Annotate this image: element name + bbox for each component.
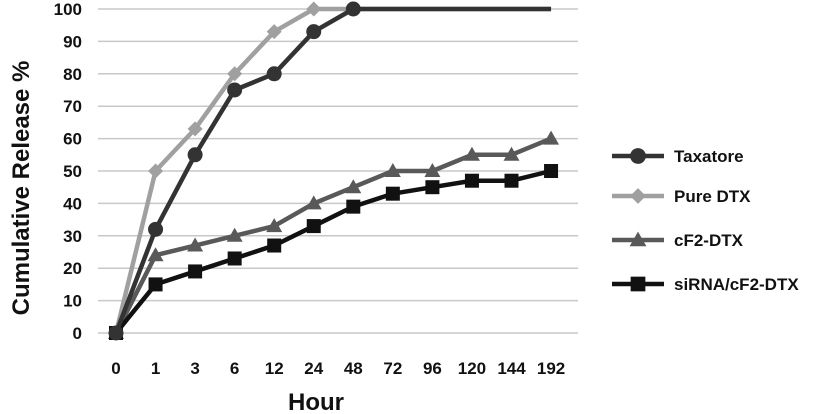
data-point-square	[306, 219, 321, 234]
y-tick-label: 10	[63, 292, 82, 311]
data-point-square	[544, 164, 559, 178]
data-point-square	[267, 238, 282, 253]
data-point-diamond	[266, 24, 282, 40]
y-axis-ticks: 0 10 20 30 40 50 60 70 80 90 100	[54, 0, 82, 343]
data-point-square	[464, 173, 479, 188]
x-tick-label: 0	[111, 359, 120, 378]
series-sirna-cf2-dtx	[109, 164, 559, 340]
x-tick-label: 192	[537, 359, 565, 378]
data-point-circle	[345, 1, 361, 17]
legend-label: siRNA/cF2-DTX	[674, 275, 799, 294]
data-point-square	[630, 276, 646, 292]
data-point-triangle	[629, 231, 647, 247]
series-line	[113, 6, 552, 334]
data-point-square	[504, 173, 519, 188]
data-point-triangle	[226, 227, 243, 242]
data-point-square	[425, 180, 440, 195]
data-point-circle	[148, 221, 164, 237]
data-point-triangle	[503, 146, 520, 161]
gridlines	[98, 8, 578, 334]
data-point-triangle	[147, 247, 164, 262]
x-tick-label: 72	[383, 359, 402, 378]
legend-item: siRNA/cF2-DTX	[612, 275, 799, 294]
legend: Taxatore Pure DTX cF2-DTX siRNA/cF2-DTX	[612, 147, 799, 294]
y-tick-label: 60	[63, 130, 82, 149]
y-axis-title: Cumulative Release %	[8, 61, 35, 316]
data-point-circle	[187, 147, 203, 163]
x-axis-title: Hour	[288, 389, 344, 414]
data-point-circle	[227, 82, 243, 98]
data-point-diamond	[148, 163, 164, 179]
data-point-square	[188, 264, 203, 279]
y-tick-label: 20	[63, 259, 82, 278]
data-point-diamond	[187, 121, 203, 137]
data-point-circle	[306, 24, 322, 40]
data-point-square	[227, 251, 242, 266]
data-point-square	[148, 277, 163, 292]
data-point-triangle	[266, 218, 283, 233]
data-point-circle	[108, 325, 124, 341]
data-point-square	[385, 186, 400, 201]
legend-item: Pure DTX	[612, 187, 751, 206]
y-tick-label: 90	[63, 32, 82, 51]
x-tick-label: 6	[230, 359, 239, 378]
y-tick-label: 100	[54, 0, 82, 19]
data-point-diamond	[227, 66, 243, 82]
x-tick-label: 12	[265, 359, 284, 378]
x-tick-label: 1	[151, 359, 160, 378]
data-point-triangle	[305, 195, 322, 210]
y-tick-label: 80	[63, 65, 82, 84]
series-layer	[108, 1, 560, 341]
x-tick-label: 24	[304, 359, 323, 378]
x-tick-label: 3	[190, 359, 199, 378]
y-tick-label: 30	[63, 227, 82, 246]
x-tick-label: 120	[458, 359, 486, 378]
data-point-triangle	[543, 130, 560, 145]
series-cf2-dtx	[108, 130, 560, 339]
y-tick-label: 40	[63, 194, 82, 213]
x-axis-ticks: 0 1 3 6 12 24 48 72 96 120 144 192	[111, 359, 565, 378]
legend-label: cF2-DTX	[674, 231, 744, 250]
data-point-square	[346, 199, 361, 214]
legend-item: cF2-DTX	[612, 231, 744, 250]
data-point-triangle	[424, 163, 441, 177]
y-tick-label: 50	[63, 162, 82, 181]
legend-label: Pure DTX	[674, 187, 751, 206]
series-line	[113, 136, 552, 335]
data-point-diamond	[306, 1, 322, 17]
data-point-circle	[266, 66, 282, 82]
data-point-diamond	[630, 188, 646, 204]
data-point-triangle	[187, 237, 204, 252]
data-point-triangle	[384, 163, 401, 177]
x-tick-label: 96	[423, 359, 442, 378]
legend-label: Taxatore	[674, 147, 744, 166]
x-tick-label: 48	[344, 359, 363, 378]
legend-item: Taxatore	[612, 147, 744, 166]
data-point-circle	[630, 148, 646, 164]
y-tick-label: 0	[73, 324, 82, 343]
series-taxatore	[108, 1, 552, 341]
data-point-triangle	[463, 146, 480, 161]
x-tick-label: 144	[497, 359, 526, 378]
y-tick-label: 70	[63, 97, 82, 116]
data-point-triangle	[345, 179, 362, 194]
